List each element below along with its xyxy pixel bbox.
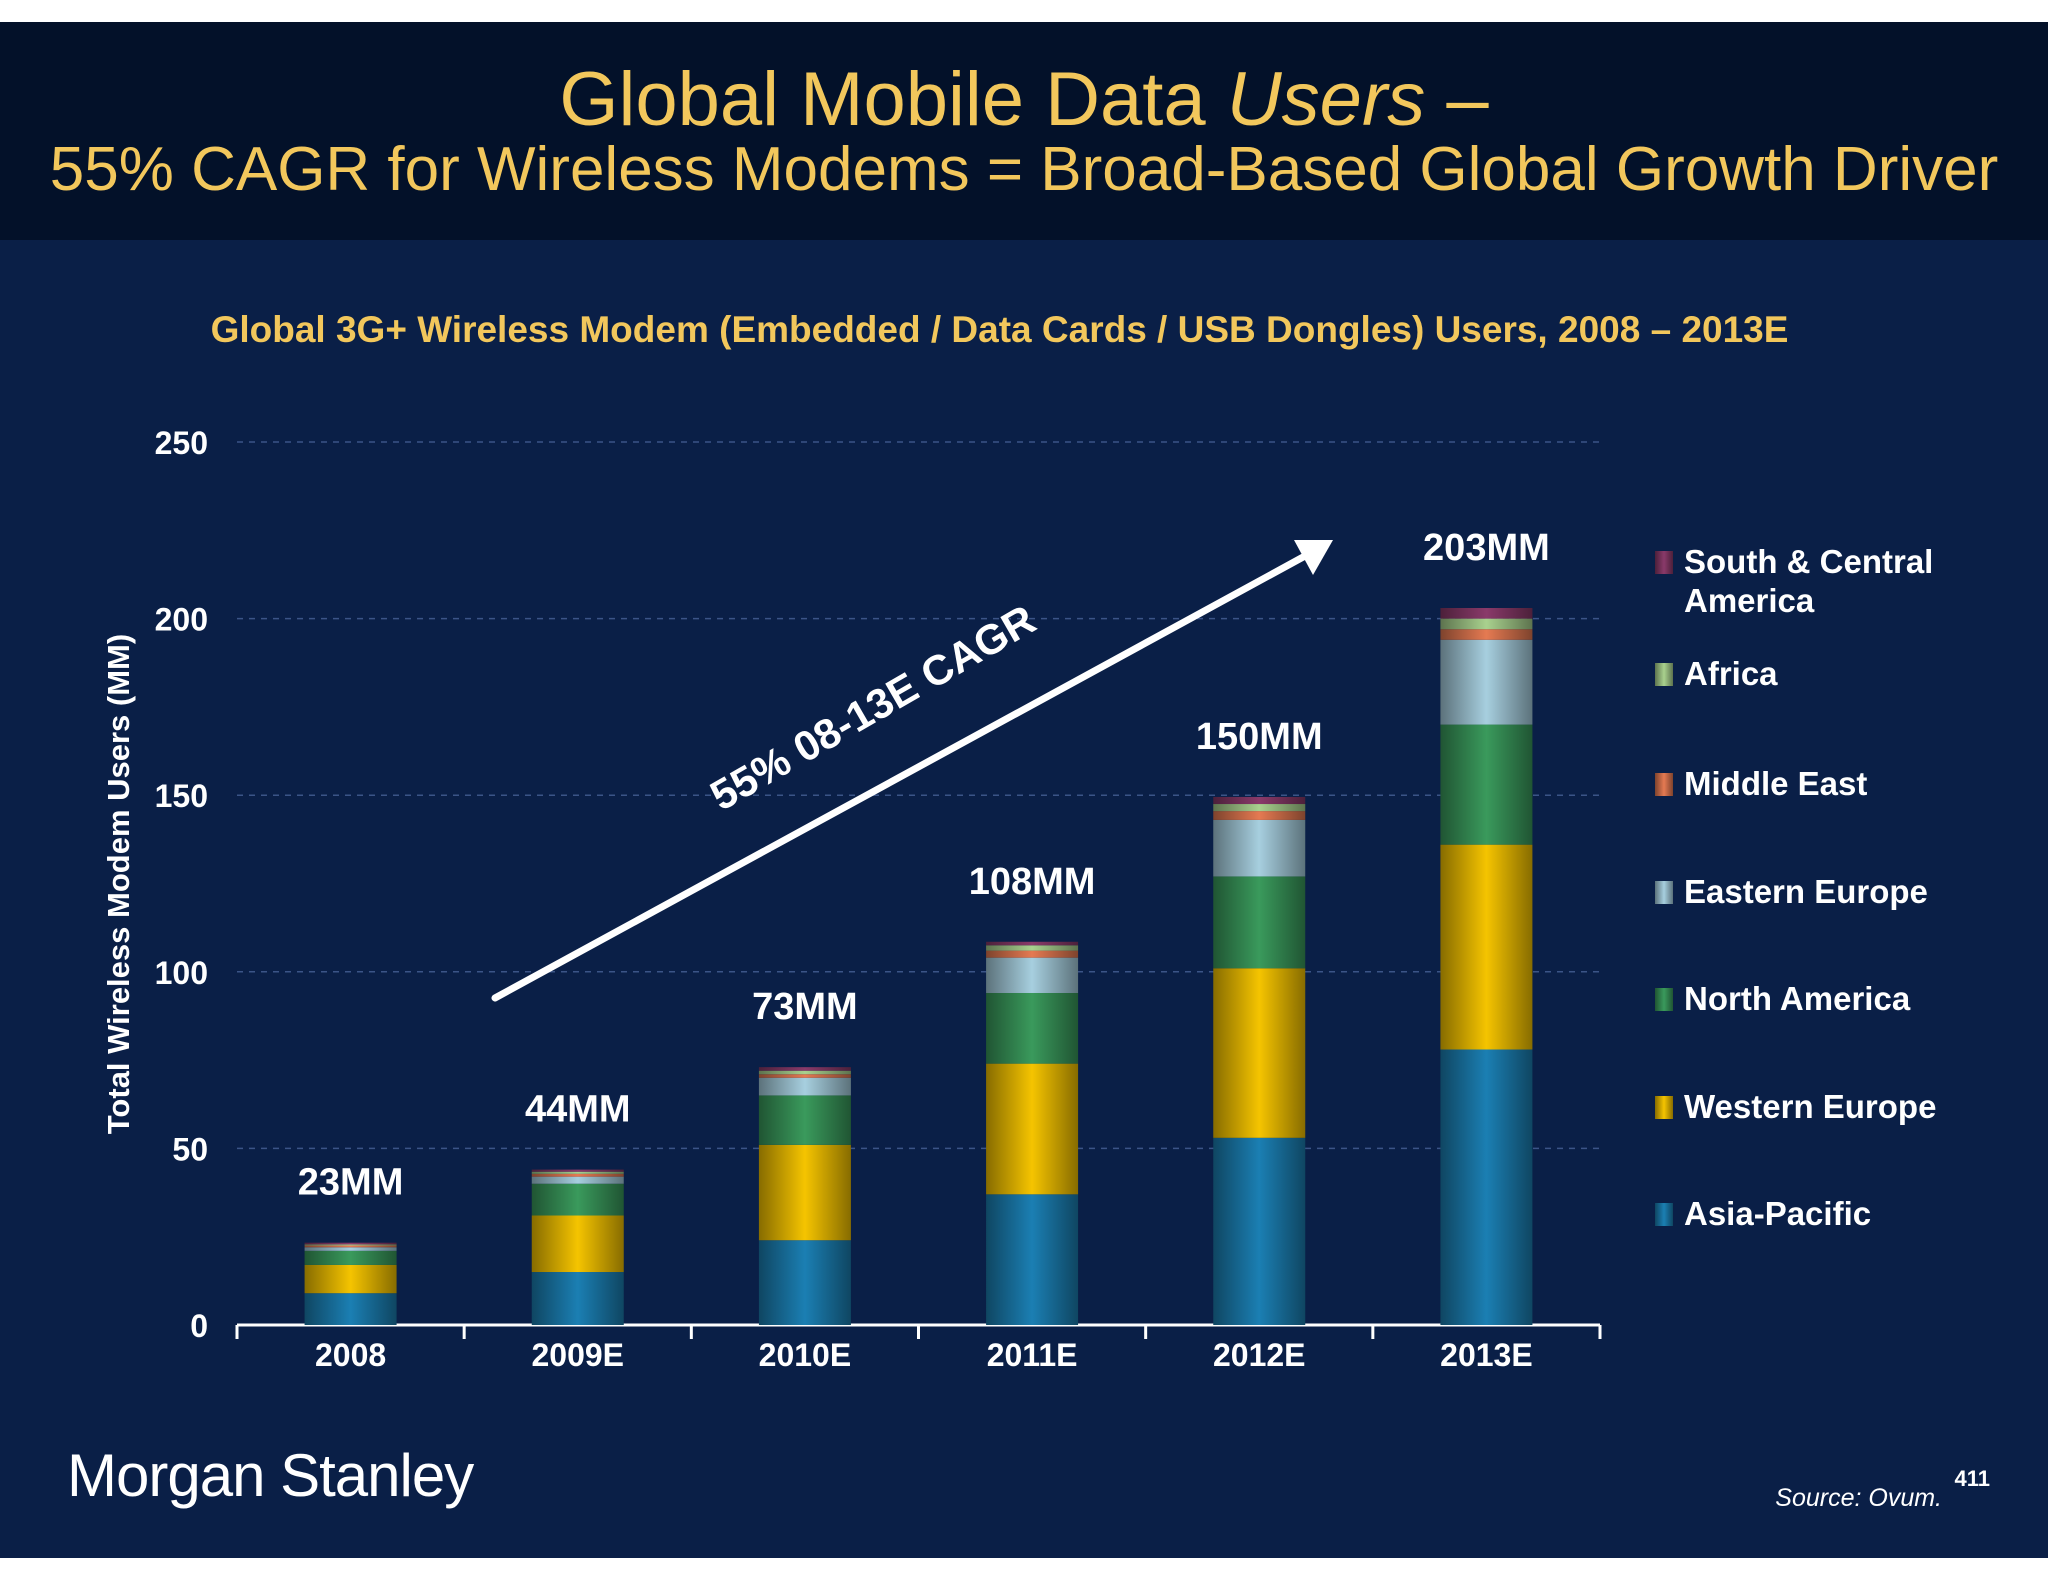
bar-segment bbox=[531, 1169, 624, 1172]
legend-label: Eastern Europe bbox=[1684, 873, 1928, 910]
bar-segment bbox=[531, 1215, 624, 1273]
slide: Global Mobile Data Users – 55% CAGR for … bbox=[0, 22, 2048, 1558]
legend-swatch bbox=[1655, 1096, 1673, 1119]
x-tick-label: 2011E bbox=[987, 1337, 1078, 1373]
bar-segment bbox=[304, 1242, 397, 1245]
bar-segment bbox=[531, 1171, 624, 1174]
bar-segment bbox=[1440, 629, 1533, 640]
bar-segment bbox=[758, 1067, 851, 1071]
bar-segment bbox=[1440, 844, 1533, 1050]
legend-label: North America bbox=[1684, 980, 1911, 1017]
legend-label: South & Central America bbox=[1684, 543, 1933, 619]
title-dash: – bbox=[1425, 57, 1489, 142]
total-label: 73MM bbox=[752, 986, 858, 1028]
title-plain: Global Mobile Data bbox=[559, 57, 1227, 142]
y-tick-label: 200 bbox=[155, 602, 208, 638]
bar-segment bbox=[986, 950, 1079, 958]
slide-title-line2: 55% CAGR for Wireless Modems = Broad-Bas… bbox=[49, 135, 1999, 204]
header-band: Global Mobile Data Users – 55% CAGR for … bbox=[0, 22, 2048, 240]
bar-segment bbox=[1213, 811, 1306, 820]
source-note: Source: Ovum. bbox=[1775, 1484, 1942, 1512]
bar-segment bbox=[1213, 968, 1306, 1138]
bar-segment bbox=[1440, 1049, 1533, 1325]
bar-segment bbox=[531, 1272, 624, 1325]
gridlines bbox=[237, 441, 1600, 1150]
axes: 0 50 100 150 200 250 Total Wireless Modem User… bbox=[101, 425, 1602, 1344]
y-tick-label: 50 bbox=[172, 1131, 208, 1167]
bar-segment bbox=[758, 1095, 851, 1145]
chart-title: Global 3G+ Wireless Modem (Embedded / Da… bbox=[210, 309, 1789, 350]
bar-segment bbox=[304, 1245, 397, 1248]
legend-swatch bbox=[1655, 663, 1673, 686]
x-tick-label: 2012E bbox=[1213, 1337, 1306, 1373]
bar-segment bbox=[1213, 819, 1306, 877]
page-number: 411 bbox=[1954, 1466, 1991, 1491]
bar-segment bbox=[986, 945, 1079, 951]
bar-segment bbox=[1440, 618, 1533, 630]
total-label: 44MM bbox=[525, 1089, 631, 1131]
y-axis-title: Total Wireless Modem Users (MM) bbox=[101, 634, 136, 1134]
bar-segment bbox=[986, 1063, 1079, 1195]
bar-segment bbox=[1440, 724, 1533, 845]
x-tick-label: 2010E bbox=[759, 1337, 852, 1373]
bar-segment bbox=[1213, 876, 1306, 969]
stacked-bar-chart: 0 50 100 150 200 250 Total Wireless Modem User… bbox=[101, 425, 1936, 1373]
legend-swatch bbox=[1655, 773, 1673, 796]
total-label: 203MM bbox=[1423, 527, 1550, 569]
title-italic: Users bbox=[1226, 57, 1426, 142]
cagr-annotation: 55% 08-13E CAGR bbox=[491, 540, 1333, 1002]
morgan-stanley-logo: Morgan Stanley bbox=[67, 1442, 474, 1509]
bar-segment bbox=[1213, 804, 1306, 812]
y-tick-label: 250 bbox=[155, 425, 208, 461]
bar-segment bbox=[304, 1264, 397, 1294]
bar-segment bbox=[531, 1176, 624, 1184]
slide-title-line1: Global Mobile Data Users – bbox=[0, 58, 2048, 142]
y-tick-label: 0 bbox=[190, 1308, 208, 1344]
bar-segment bbox=[304, 1293, 397, 1325]
legend-swatch bbox=[1655, 988, 1673, 1011]
legend-label: Asia-Pacific bbox=[1684, 1195, 1871, 1232]
legend-swatch bbox=[1655, 1203, 1673, 1226]
bar-segment bbox=[986, 1194, 1079, 1325]
bar-segment bbox=[531, 1173, 624, 1177]
bar-segment bbox=[531, 1183, 624, 1216]
y-tick-label: 100 bbox=[155, 955, 208, 991]
bar-segment bbox=[304, 1244, 397, 1246]
bar-segment bbox=[1440, 608, 1533, 619]
total-label: 108MM bbox=[969, 861, 1096, 903]
cagr-arrowhead bbox=[1294, 540, 1333, 575]
legend-swatch bbox=[1655, 551, 1673, 574]
legend-label-line: South & Central bbox=[1684, 543, 1933, 580]
bar-segment bbox=[986, 957, 1079, 993]
y-tick-label: 150 bbox=[155, 778, 208, 814]
x-tick-label: 2009E bbox=[531, 1337, 624, 1373]
bar-segment bbox=[1213, 1137, 1306, 1325]
bar-segment bbox=[758, 1070, 851, 1075]
bars bbox=[304, 608, 1533, 1325]
total-label: 23MM bbox=[298, 1162, 404, 1204]
legend: South & Central America Africa Middle East E… bbox=[1655, 543, 1936, 1232]
bar-segment bbox=[1213, 796, 1306, 805]
legend-label-line: America bbox=[1684, 582, 1815, 619]
bar-segment bbox=[758, 1077, 851, 1096]
x-tick-label: 2008 bbox=[315, 1337, 386, 1373]
bar-segment bbox=[758, 1074, 851, 1078]
bar-segment bbox=[758, 1144, 851, 1241]
legend-swatch bbox=[1655, 881, 1673, 904]
legend-label: Western Europe bbox=[1684, 1088, 1936, 1125]
legend-label: Middle East bbox=[1684, 765, 1867, 802]
bar-segment bbox=[1440, 639, 1533, 725]
bar-segment bbox=[304, 1250, 397, 1265]
cagr-arrow bbox=[491, 552, 1309, 1002]
data-labels: 2008 23MM 2009E 44MM 2010E 73MM 2011E 108MM 2012… bbox=[298, 527, 1550, 1373]
bar-segment bbox=[304, 1247, 397, 1251]
total-label: 150MM bbox=[1196, 716, 1323, 758]
bar-segment bbox=[986, 941, 1079, 946]
legend-label: Africa bbox=[1684, 655, 1778, 692]
bar-segment bbox=[758, 1240, 851, 1325]
x-tick-label: 2013E bbox=[1440, 1337, 1533, 1373]
cagr-label: 55% 08-13E CAGR bbox=[702, 595, 1043, 819]
bar-segment bbox=[986, 992, 1079, 1064]
